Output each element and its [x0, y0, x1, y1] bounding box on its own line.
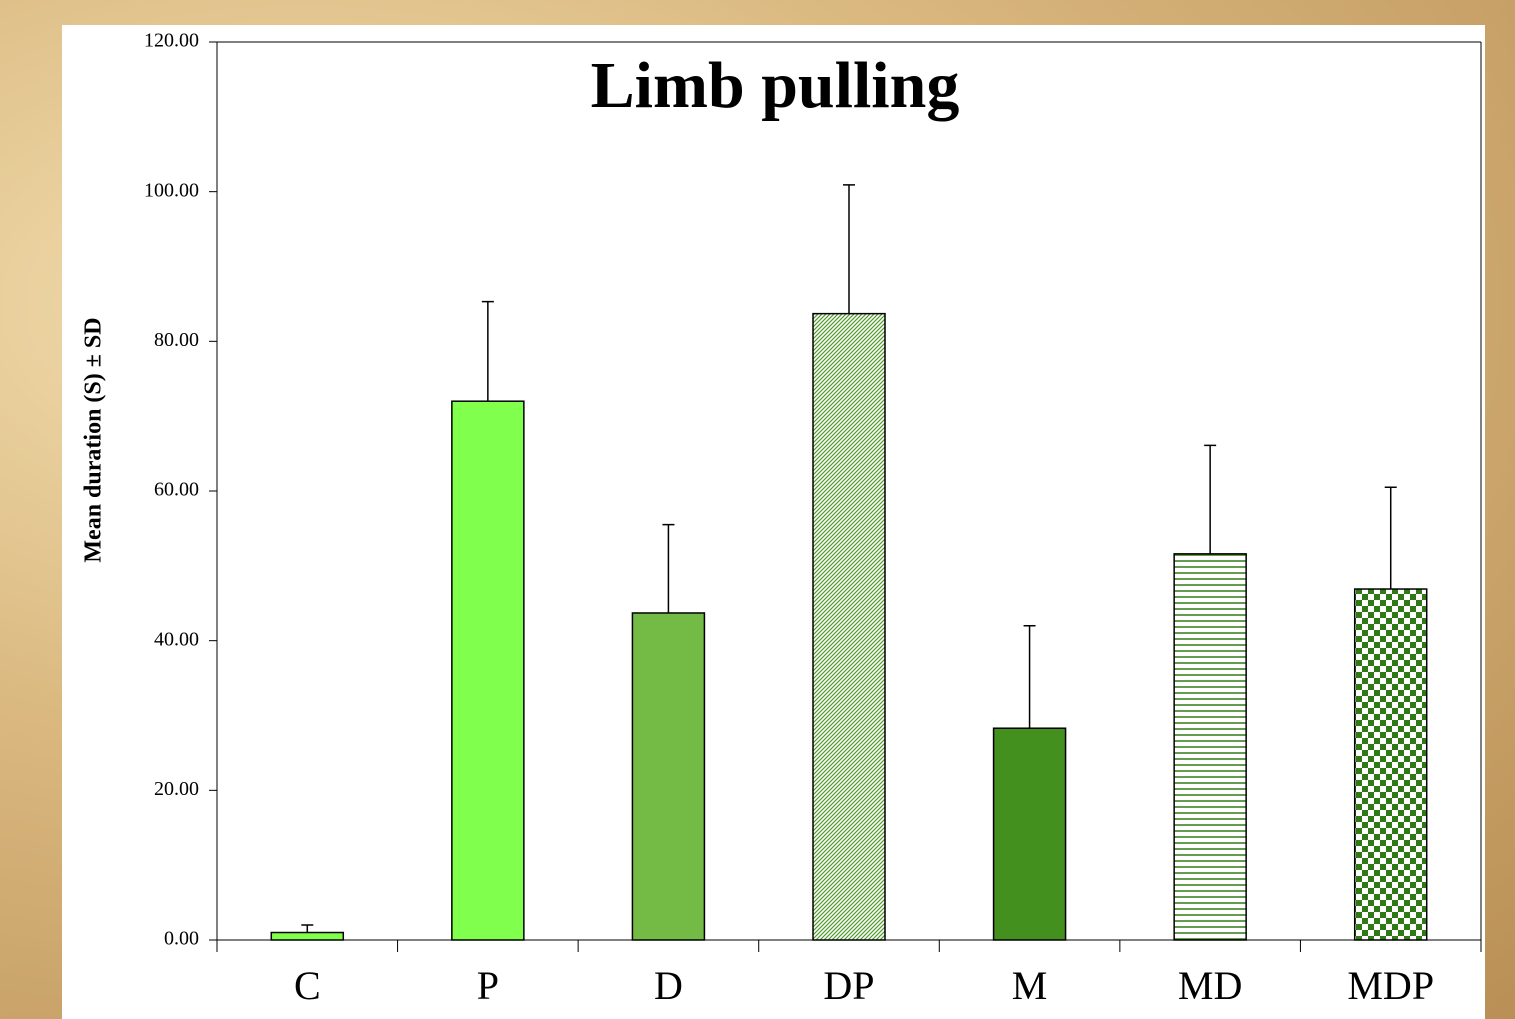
error-bar — [662, 523, 675, 613]
bar — [631, 612, 706, 941]
chart-panel — [62, 25, 1485, 1019]
bar — [812, 312, 886, 941]
y-tick-label: 80.00 — [154, 329, 199, 351]
bar — [451, 400, 525, 941]
error-bar — [1023, 624, 1036, 729]
y-tick-label: 100.00 — [144, 179, 199, 201]
y-tick-label: 40.00 — [154, 628, 199, 650]
y-tick-label: 20.00 — [154, 778, 199, 800]
x-tick-label: P — [477, 963, 499, 1008]
y-axis-label: Mean duration (S) ± SD — [81, 317, 107, 562]
error-bar — [301, 924, 314, 933]
chart-title: Limb pulling — [591, 49, 960, 122]
x-tick-label: M — [1012, 963, 1048, 1008]
bar — [270, 931, 345, 941]
bar — [1173, 553, 1247, 941]
x-tick-label: C — [294, 963, 321, 1008]
error-bar — [1384, 486, 1397, 590]
error-bar — [481, 300, 494, 402]
bar — [1353, 588, 1428, 941]
x-tick-label: MD — [1178, 963, 1242, 1008]
y-tick-label: 120.00 — [144, 30, 199, 52]
bar — [992, 727, 1067, 941]
x-tick-label: MDP — [1347, 963, 1434, 1008]
x-tick-label: D — [654, 963, 683, 1008]
y-tick-label: 60.00 — [154, 479, 199, 501]
error-bar — [843, 184, 855, 314]
error-bar — [1204, 444, 1217, 554]
y-tick-label: 0.00 — [164, 928, 199, 950]
x-tick-label: DP — [823, 963, 874, 1008]
